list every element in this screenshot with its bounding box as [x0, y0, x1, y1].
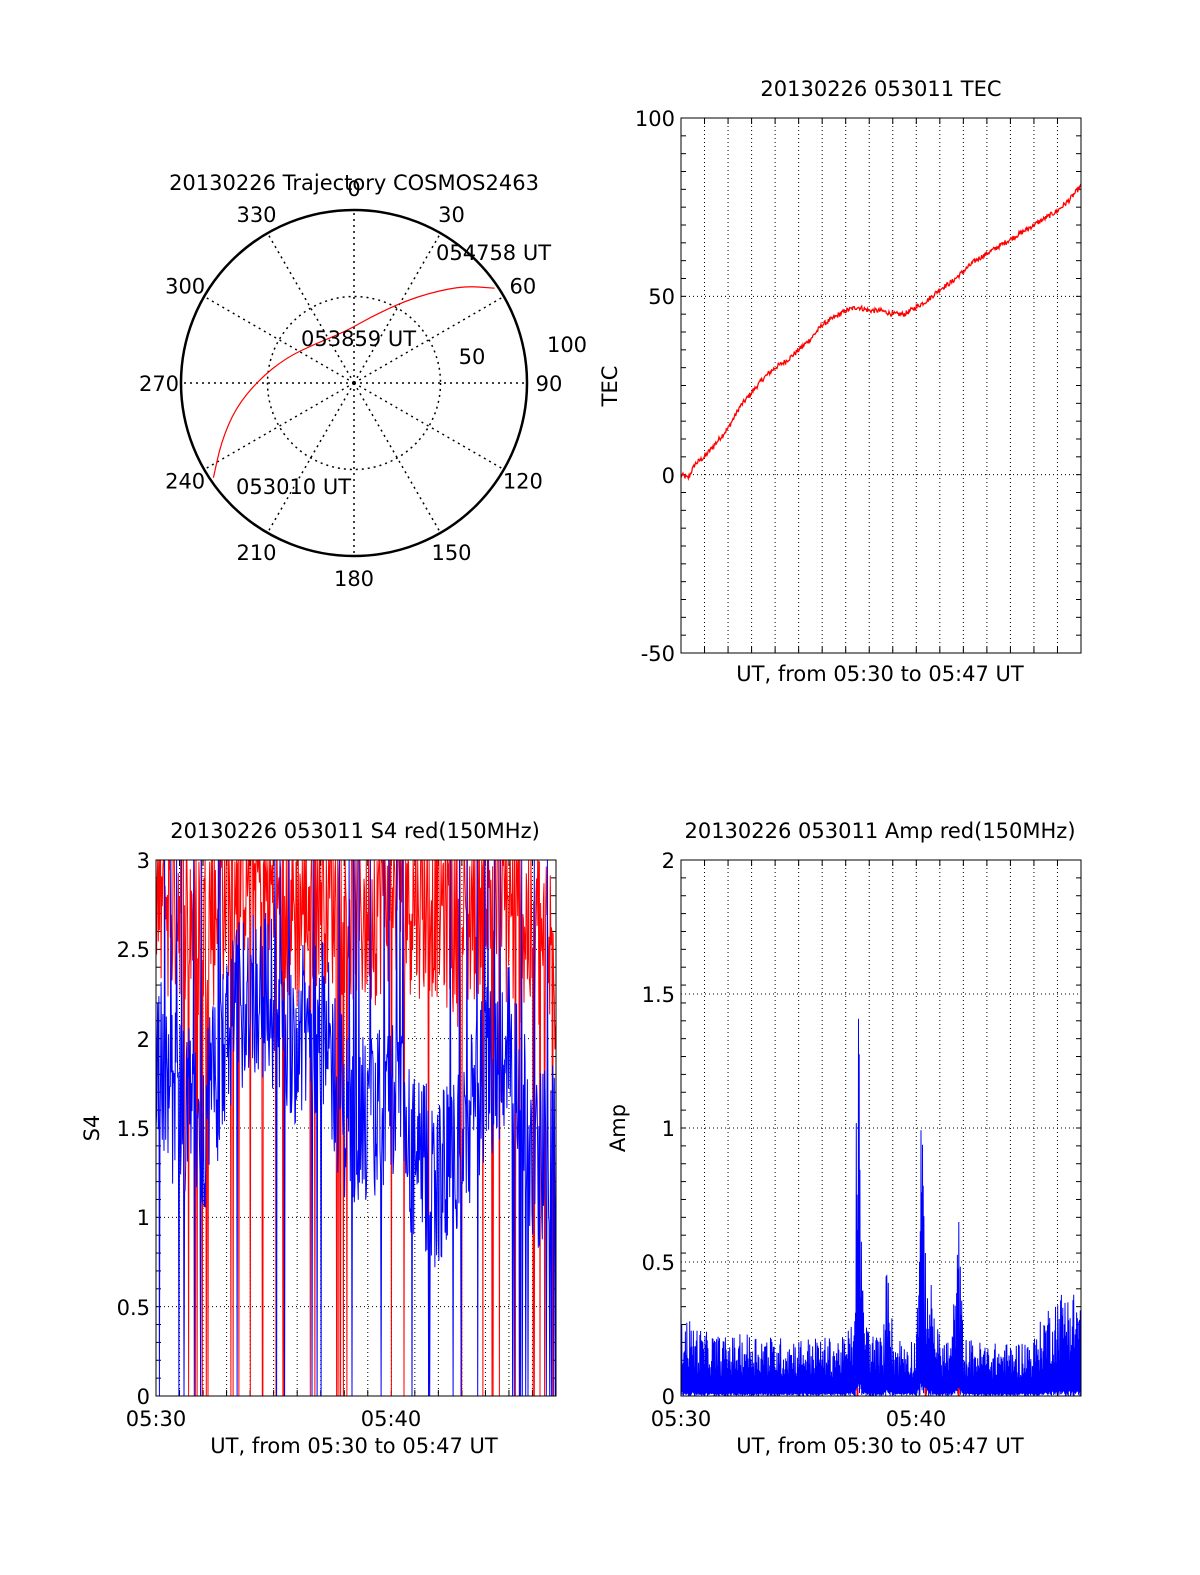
amp-title: 20130226 053011 Amp red(150MHz): [684, 819, 1075, 843]
amp-ytick-1-5: 1.5: [642, 983, 675, 1007]
tec-y-axis-label: TEC: [598, 366, 622, 408]
amp-y-tick-labels: 2 1.5 1 0.5 0: [642, 849, 675, 1409]
s4-ytick-2-5: 2.5: [117, 938, 150, 962]
polar-angle-label-120: 120: [503, 470, 543, 494]
amp-xtick-0530: 05:30: [651, 1407, 712, 1431]
amp-plot: 20130226 053011 Amp red(150MHz) 2 1.5 1 …: [606, 819, 1082, 1458]
tec-plot-frame: [680, 117, 1082, 654]
s4-y-tick-labels: 3 2.5 2 1.5 1 0.5 0: [117, 849, 150, 1409]
polar-angle-label-240: 240: [165, 470, 205, 494]
s4-ytick-1-5: 1.5: [117, 1117, 150, 1141]
tec-ytick-minus50: -50: [641, 642, 675, 666]
polar-radial-label-100: 100: [547, 333, 587, 357]
s4-ytick-0-5: 0.5: [117, 1296, 150, 1320]
tec-title: 20130226 053011 TEC: [760, 77, 1001, 101]
polar-angle-label-210: 210: [236, 541, 276, 565]
polar-grid: [181, 210, 527, 556]
s4-ytick-2: 2: [137, 1028, 150, 1052]
amp-ytick-1: 1: [662, 1117, 675, 1141]
s4-ytick-1: 1: [137, 1206, 150, 1230]
polar-spoke: [266, 232, 355, 384]
amp-x-axis-label: UT, from 05:30 to 05:47 UT: [736, 1434, 1024, 1458]
tec-ytick-0: 0: [662, 464, 675, 488]
end-time-annotation: 054758 UT: [436, 241, 551, 265]
start-time-annotation: 053010 UT: [236, 475, 351, 499]
polar-angle-label-150: 150: [431, 541, 471, 565]
s4-x-axis-label: UT, from 05:30 to 05:47 UT: [210, 1434, 498, 1458]
mid-time-annotation: 053859 UT: [301, 327, 416, 351]
amp-plot-frame: [680, 859, 1082, 1397]
amp-xtick-0540: 05:40: [886, 1407, 947, 1431]
tec-grid: [680, 117, 1082, 654]
polar-spoke: [266, 382, 355, 534]
s4-xtick-0540: 05:40: [361, 1407, 422, 1431]
s4-plot: 20130226 053011 S4 red(150MHz) 3 2.5 2 1…: [80, 819, 557, 1458]
amp-blue-series: [680, 1018, 1082, 1397]
amp-grid: [680, 859, 1082, 1397]
polar-angle-label-60: 60: [510, 275, 537, 299]
polar-spoke: [353, 382, 505, 471]
polar-radial-label-50: 50: [459, 345, 486, 369]
trajectory-polar-plot: 20130226 Trajectory COSMOS2463 0 30 60 90 12…: [139, 171, 587, 591]
polar-spoke: [353, 295, 505, 384]
s4-xtick-0530: 05:30: [126, 1407, 187, 1431]
s4-plot-frame: [155, 859, 557, 1397]
tec-plot: 20130226 053011 TEC 100 50 0 -50 TEC UT,…: [598, 77, 1082, 686]
polar-outer-circle: [179, 208, 529, 558]
polar-angle-label-180: 180: [334, 567, 374, 591]
tec-y-tick-labels: 100 50 0 -50: [635, 107, 675, 666]
polar-angle-label-300: 300: [165, 275, 205, 299]
polar-spoke: [203, 382, 355, 471]
tec-ytick-50: 50: [648, 285, 675, 309]
s4-ytick-0: 0: [137, 1385, 150, 1409]
tec-series-line: [680, 183, 1082, 481]
s4-y-axis-label: S4: [80, 1115, 104, 1142]
amp-blue-line: [680, 1018, 1082, 1397]
polar-angle-label-270: 270: [139, 372, 179, 396]
satellite-track: [212, 286, 495, 478]
polar-angle-label-90: 90: [536, 372, 563, 396]
amp-ytick-0: 0: [662, 1385, 675, 1409]
polar-angle-label-30: 30: [438, 203, 465, 227]
polar-angle-label-330: 330: [236, 203, 276, 227]
s4-ytick-3: 3: [137, 849, 150, 873]
amp-red-marks: [856, 1387, 960, 1396]
trajectory-title: 20130226 Trajectory COSMOS2463: [169, 171, 539, 195]
s4-title: 20130226 053011 S4 red(150MHz): [170, 819, 540, 843]
tec-x-axis-label: UT, from 05:30 to 05:47 UT: [736, 662, 1024, 686]
polar-angle-labels: 0 30 60 90 120 150 180 210 240 270 300 330: [139, 177, 562, 591]
polar-spoke: [203, 295, 355, 384]
amp-ytick-2: 2: [662, 849, 675, 873]
amp-ytick-0-5: 0.5: [642, 1251, 675, 1275]
amp-y-axis-label: Amp: [606, 1104, 630, 1152]
polar-angle-label-0: 0: [347, 177, 360, 201]
polar-inner-circle: [266, 295, 442, 471]
polar-spoke: [353, 382, 442, 534]
tec-ytick-100: 100: [635, 107, 675, 131]
polar-spoke: [353, 232, 442, 384]
